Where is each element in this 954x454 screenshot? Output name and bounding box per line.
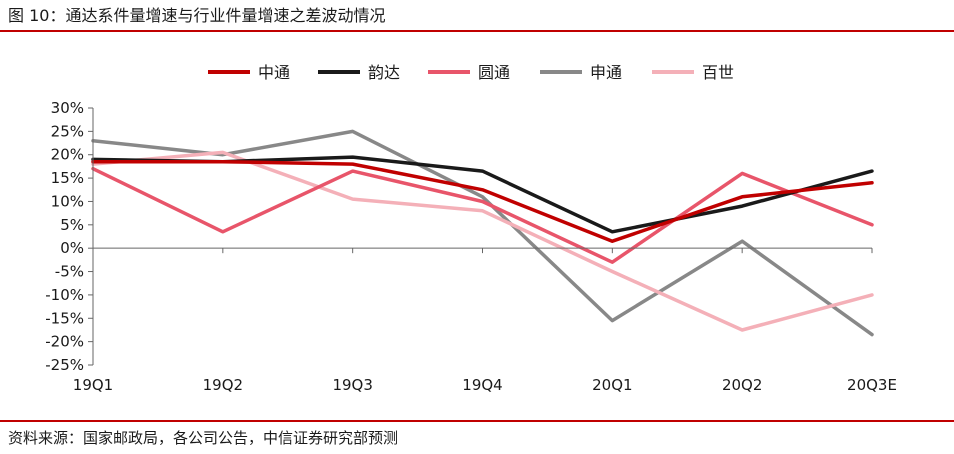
y-tick-label: -15% [45,309,84,327]
x-tick-label: 20Q1 [592,376,632,394]
y-tick-label: 0% [60,239,84,257]
x-tick-label: 20Q3E [847,376,897,394]
legend: 中通 韵达 圆通 申通 百世 [208,63,734,82]
source-note: 资料来源：国家邮政局，各公司公告，中信证券研究部预测 [8,429,399,447]
line-chart: 中通 韵达 圆通 申通 百世 30% 25% 20% 15% 10% 5% 0% -5% -10% -15… [45,63,897,394]
y-tick-label: 20% [51,146,84,164]
legend-label: 中通 [258,63,290,82]
legend-label: 申通 [590,63,622,82]
y-tick-label: -20% [45,333,84,351]
series-line-5 [91,150,874,332]
y-tick-label: 25% [51,122,84,140]
legend-label: 百世 [702,63,734,82]
y-tick-label: 30% [51,99,84,117]
x-tick-label: 19Q1 [73,376,113,394]
series-line-1 [91,159,874,243]
y-tick-label: 10% [51,192,84,210]
y-tick-label: 15% [51,169,84,187]
series-lines [91,129,874,337]
y-tick-label: -5% [55,263,84,281]
y-tick-label: -25% [45,356,84,374]
page-title: 图 10：通达系件量增速与行业件量增速之差波动情况 [8,6,386,25]
legend-label: 韵达 [368,63,400,82]
x-tick-label: 19Q3 [332,376,372,394]
title-divider [0,30,954,32]
axes: 30% 25% 20% 15% 10% 5% 0% -5% -10% -15% -20% -25% 19… [45,99,897,394]
legend-label: 圆通 [478,63,510,82]
x-tick-label: 19Q4 [462,376,502,394]
series-line-4 [91,129,874,337]
series-line-3 [91,166,874,264]
y-tick-label: -10% [45,286,84,304]
source-divider [0,420,954,422]
x-tick-label: 20Q2 [722,376,762,394]
x-tick-label: 19Q2 [203,376,243,394]
y-tick-label: 5% [60,216,84,234]
